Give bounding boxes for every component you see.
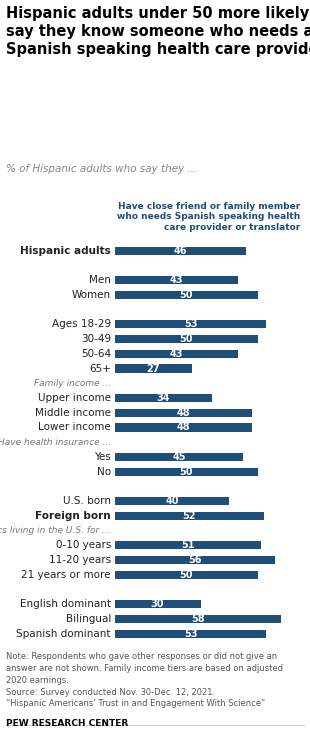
Text: No: No bbox=[97, 467, 111, 477]
Text: 43: 43 bbox=[170, 275, 183, 285]
Text: Spanish dominant: Spanish dominant bbox=[16, 629, 111, 639]
Text: Bilingual: Bilingual bbox=[66, 614, 111, 624]
Text: 0-10 years: 0-10 years bbox=[55, 540, 111, 551]
Text: % of Hispanic adults who say they ...: % of Hispanic adults who say they ... bbox=[6, 164, 197, 174]
Text: 50: 50 bbox=[179, 290, 193, 300]
Text: Middle income: Middle income bbox=[35, 408, 111, 418]
Text: 48: 48 bbox=[177, 422, 190, 433]
Bar bbox=[115, 349, 238, 358]
Bar bbox=[115, 453, 243, 461]
Text: Hispanic adults: Hispanic adults bbox=[20, 245, 111, 256]
Text: 30: 30 bbox=[151, 599, 164, 609]
Bar bbox=[115, 497, 229, 506]
Text: 50: 50 bbox=[179, 334, 193, 344]
Bar bbox=[115, 570, 258, 579]
Text: 50-64: 50-64 bbox=[81, 349, 111, 359]
Text: Yes: Yes bbox=[94, 452, 111, 462]
Bar bbox=[115, 290, 258, 299]
Bar bbox=[115, 629, 266, 638]
Text: Ages 18-29: Ages 18-29 bbox=[52, 319, 111, 329]
Text: 58: 58 bbox=[191, 614, 205, 624]
Text: 43: 43 bbox=[170, 349, 183, 359]
Text: 40: 40 bbox=[165, 496, 179, 506]
Bar bbox=[115, 364, 192, 373]
Text: 30-49: 30-49 bbox=[81, 334, 111, 344]
Text: 21 years or more: 21 years or more bbox=[21, 570, 111, 580]
Text: 56: 56 bbox=[188, 555, 202, 565]
Bar bbox=[115, 408, 252, 417]
Text: English dominant: English dominant bbox=[20, 599, 111, 609]
Text: Women: Women bbox=[72, 290, 111, 300]
Text: Upper income: Upper income bbox=[38, 393, 111, 403]
Text: Lower income: Lower income bbox=[38, 422, 111, 433]
Text: Family income ...: Family income ... bbox=[34, 379, 111, 388]
Bar bbox=[115, 320, 266, 329]
Bar bbox=[115, 541, 261, 550]
Text: 34: 34 bbox=[157, 393, 170, 403]
Text: 52: 52 bbox=[182, 511, 196, 521]
Bar bbox=[115, 276, 238, 284]
Text: Foreign born: Foreign born bbox=[35, 511, 111, 521]
Bar bbox=[115, 335, 258, 343]
Text: 50: 50 bbox=[179, 570, 193, 580]
Text: 46: 46 bbox=[174, 245, 187, 256]
Text: Have health insurance ...: Have health insurance ... bbox=[0, 438, 111, 447]
Text: 27: 27 bbox=[147, 363, 160, 374]
Text: 50: 50 bbox=[179, 467, 193, 477]
Text: 45: 45 bbox=[172, 452, 186, 462]
Text: 53: 53 bbox=[184, 319, 197, 329]
Bar bbox=[115, 600, 201, 609]
Bar bbox=[115, 246, 246, 255]
Text: PEW RESEARCH CENTER: PEW RESEARCH CENTER bbox=[6, 719, 128, 727]
Text: Hispanic adults under 50 more likely to
say they know someone who needs a
Spanis: Hispanic adults under 50 more likely to … bbox=[6, 6, 310, 57]
Text: Have close friend or family member
who needs Spanish speaking health
care provid: Have close friend or family member who n… bbox=[117, 202, 301, 231]
Text: 53: 53 bbox=[184, 629, 197, 639]
Bar bbox=[115, 556, 275, 565]
Text: 48: 48 bbox=[177, 408, 190, 418]
Bar bbox=[115, 423, 252, 432]
Bar bbox=[115, 467, 258, 476]
Bar bbox=[115, 511, 264, 520]
Text: Note: Respondents who gave other responses or did not give an
answer are not sho: Note: Respondents who gave other respons… bbox=[6, 652, 283, 708]
Text: 51: 51 bbox=[181, 540, 194, 551]
Bar bbox=[115, 615, 281, 624]
Text: U.S. born: U.S. born bbox=[63, 496, 111, 506]
Bar bbox=[115, 394, 212, 402]
Text: Men: Men bbox=[89, 275, 111, 285]
Text: 11-20 years: 11-20 years bbox=[49, 555, 111, 565]
Text: Foreign-born Hispanics living in the U.S. for ...: Foreign-born Hispanics living in the U.S… bbox=[0, 526, 111, 535]
Text: 65+: 65+ bbox=[89, 363, 111, 374]
